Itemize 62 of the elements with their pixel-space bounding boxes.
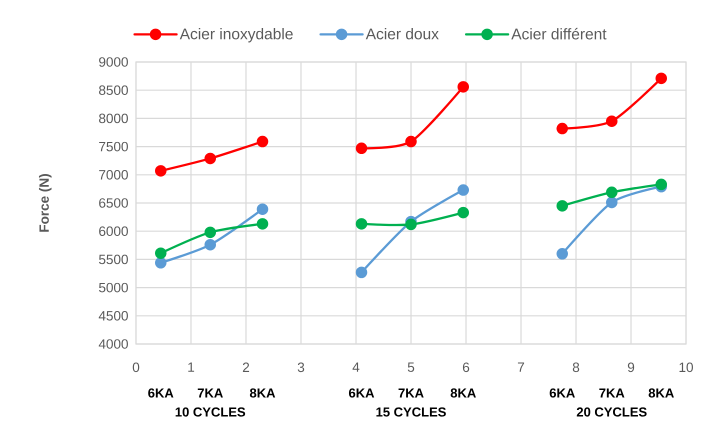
point xyxy=(458,206,470,218)
x-tick-label: 9 xyxy=(628,362,634,372)
text: 6KA xyxy=(148,388,174,398)
point xyxy=(458,81,470,93)
y-tick-label: 5000 xyxy=(98,282,128,292)
point xyxy=(204,238,216,250)
point xyxy=(656,72,668,84)
text: 15 CYCLES xyxy=(376,407,446,417)
x-tick-label: 0 xyxy=(132,362,140,372)
text: 6KA xyxy=(348,388,374,398)
point xyxy=(256,136,268,148)
y-tick-label: 6000 xyxy=(99,226,128,236)
y-tick-label: 9000 xyxy=(99,57,128,67)
y-tick-label: 5500 xyxy=(98,254,128,264)
point xyxy=(405,218,417,230)
point xyxy=(356,266,368,278)
text: 10 CYCLES xyxy=(176,407,246,417)
x-tick-label: 7 xyxy=(518,362,524,372)
point xyxy=(204,152,216,164)
y-tick-label: 7500 xyxy=(99,142,128,152)
y-tick-label: 7000 xyxy=(99,170,128,180)
text: 6KA xyxy=(550,388,575,398)
point xyxy=(256,203,268,215)
point xyxy=(155,165,166,177)
legend-label: Acier doux xyxy=(366,28,439,40)
x-tick-label: 10 xyxy=(680,362,693,372)
point xyxy=(556,200,568,212)
text: 8KA xyxy=(648,388,674,398)
text: 8KA xyxy=(250,388,276,398)
x-tick-label: 2 xyxy=(242,362,250,372)
point xyxy=(356,142,368,154)
point xyxy=(405,136,417,148)
point xyxy=(606,196,618,208)
x-tick-label: 1 xyxy=(188,362,194,372)
point xyxy=(155,257,166,269)
y-tick-label: 8500 xyxy=(99,85,128,95)
legend-label: Acier inoxydable xyxy=(180,28,293,42)
point xyxy=(458,184,470,196)
x-tick-label: 4 xyxy=(352,362,360,372)
point xyxy=(606,115,618,127)
text: 7KA xyxy=(599,388,624,398)
y-tick-label: 4000 xyxy=(98,339,128,349)
legend-label: Acier différent xyxy=(511,28,606,40)
x-tick-label: 3 xyxy=(298,362,304,372)
text: 7KA xyxy=(198,388,223,398)
text: 8KA xyxy=(450,388,476,398)
y-axis-title: Force (N) xyxy=(38,174,52,232)
point xyxy=(256,218,268,230)
text: 20 CYCLES xyxy=(576,407,647,417)
y-tick-label: 6500 xyxy=(99,198,128,208)
y-tick-label: 8000 xyxy=(99,114,128,124)
y-tick-label: 4500 xyxy=(98,311,128,321)
x-tick-label: 6 xyxy=(462,362,470,372)
point xyxy=(606,186,618,198)
point xyxy=(556,122,568,134)
x-tick-label: 5 xyxy=(408,362,414,372)
text: 7KA xyxy=(398,388,424,398)
point xyxy=(356,218,368,230)
x-tick-label: 8 xyxy=(572,362,580,372)
point xyxy=(155,247,166,259)
point xyxy=(556,248,568,260)
point xyxy=(204,226,216,238)
